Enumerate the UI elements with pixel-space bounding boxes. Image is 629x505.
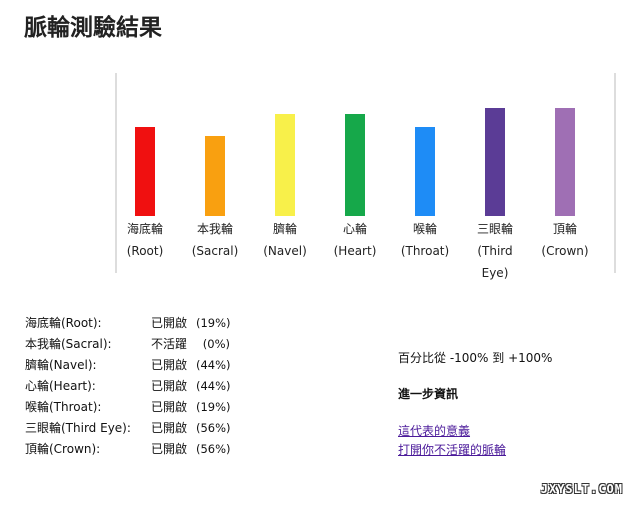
- result-row: 喉輪(Throat): 已開啟 (19%): [25, 397, 245, 418]
- chart-category-label: 喉輪 (Throat): [400, 222, 450, 258]
- chakra-percent: (19%): [196, 400, 231, 414]
- chakra-name: 心輪(Heart):: [25, 379, 96, 393]
- chakra-name: 喉輪(Throat):: [25, 400, 102, 414]
- chart-bar: [485, 108, 505, 216]
- result-row: 頂輪(Crown): 已開啟 (56%): [25, 439, 245, 460]
- chart-category-label: 心輪 (Heart): [333, 222, 377, 258]
- chakra-percent: (44%): [196, 379, 231, 393]
- chart-category-label: 臍輪 (Navel): [263, 222, 307, 258]
- result-row: 臍輪(Navel): 已開啟 (44%): [25, 355, 245, 376]
- chakra-name: 臍輪(Navel):: [25, 358, 97, 372]
- chakra-percent: (56%): [196, 442, 231, 456]
- results-list: 海底輪(Root): 已開啟 (19%) 本我輪(Sacral): 不活躍 (0%) 臍輪(…: [25, 313, 245, 460]
- watermark: JXYSLT.COM: [540, 482, 623, 496]
- result-row: 三眼輪(Third Eye): 已開啟 (56%): [25, 418, 245, 439]
- result-row: 本我輪(Sacral): 不活躍 (0%): [25, 334, 245, 355]
- chart-category-label: 海底輪 (Root): [126, 222, 164, 258]
- chakra-state: 不活躍: [151, 337, 188, 351]
- page-title: 脈輪測驗結果: [24, 14, 162, 41]
- chart-category-label: 三眼輪(Third Eye): [476, 222, 513, 280]
- chakra-percent: (44%): [196, 358, 231, 372]
- chakra-name: 三眼輪(Third Eye):: [25, 421, 131, 435]
- chart-bar: [555, 108, 575, 216]
- chart-bar: [205, 136, 225, 216]
- chakra-name: 海底輪(Root):: [25, 316, 102, 330]
- chart-bar: [275, 114, 295, 216]
- chakra-state: 已開啟: [151, 358, 188, 372]
- chakra-state: 已開啟: [151, 442, 188, 456]
- chart-category-label: 本我輪 (Sacral): [191, 222, 239, 258]
- range-note: 百分比從 -100% 到 +100%: [398, 351, 553, 365]
- meaning-link[interactable]: 這代表的意義: [398, 424, 471, 438]
- chart-bar: [345, 114, 365, 216]
- chakra-bar-chart: 海底輪 (Root) 本我輪 (Sacral) 臍輪 (Navel) 心輪 (Heart) 喉輪…: [115, 73, 616, 280]
- chakra-percent: (19%): [196, 316, 231, 330]
- chakra-state: 已開啟: [151, 400, 188, 414]
- chakra-state: 已開啟: [151, 316, 188, 330]
- chakra-percent: (56%): [196, 421, 231, 435]
- chakra-name: 本我輪(Sacral):: [25, 337, 112, 351]
- chart-category-label: 頂輪 (Crown): [541, 222, 589, 258]
- result-row: 海底輪(Root): 已開啟 (19%): [25, 313, 245, 334]
- result-row: 心輪(Heart): 已開啟 (44%): [25, 376, 245, 397]
- open-inactive-chakra-link[interactable]: 打開你不活躍的脈輪: [398, 443, 507, 457]
- chakra-state: 已開啟: [151, 421, 188, 435]
- chakra-name: 頂輪(Crown):: [25, 442, 101, 456]
- chakra-state: 已開啟: [151, 379, 188, 393]
- chart-bar: [415, 126, 435, 216]
- more-info-heading: 進一步資訊: [398, 387, 459, 401]
- chakra-percent: (0%): [202, 337, 230, 351]
- chart-bar: [135, 126, 155, 216]
